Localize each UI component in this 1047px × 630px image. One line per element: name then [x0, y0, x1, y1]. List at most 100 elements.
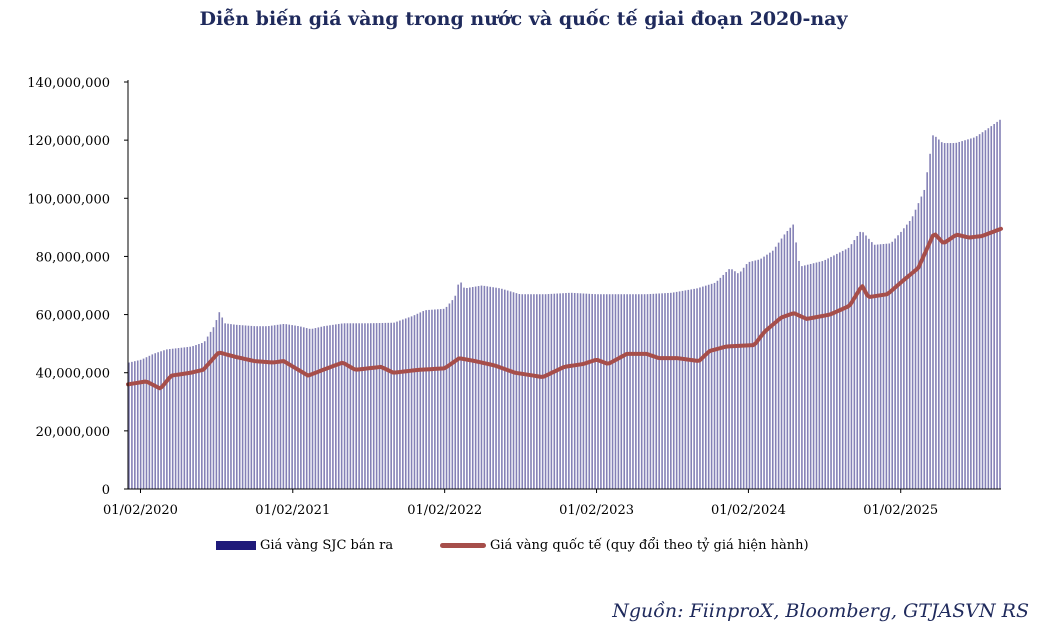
sjc-bar	[905, 224, 908, 489]
sjc-bar	[594, 294, 596, 489]
sjc-bar	[879, 244, 882, 489]
sjc-bar	[833, 255, 835, 489]
sjc-bar	[131, 361, 133, 489]
sjc-bar	[480, 285, 483, 489]
sjc-bar	[524, 294, 526, 489]
sjc-bar	[506, 290, 509, 489]
sjc-bar	[821, 261, 824, 489]
sjc-bar	[783, 234, 786, 489]
sjc-bar	[900, 231, 902, 489]
sjc-bar	[943, 143, 946, 490]
sjc-bar	[262, 326, 264, 489]
sjc-bar	[425, 310, 427, 489]
sjc-bar	[454, 295, 457, 489]
sjc-bar	[836, 253, 838, 489]
sjc-bar	[530, 294, 532, 489]
sjc-bar	[742, 267, 745, 489]
sjc-bar	[439, 309, 442, 489]
sjc-bar	[335, 324, 337, 489]
sjc-bar	[142, 358, 145, 489]
chart-title: Diễn biến giá vàng trong nước và quốc tế…	[199, 8, 848, 30]
sjc-bar	[635, 294, 637, 489]
sjc-bar	[434, 309, 436, 489]
sjc-bar	[981, 132, 984, 489]
sjc-bar	[795, 242, 797, 489]
sjc-bar	[308, 328, 311, 489]
sjc-bar	[643, 294, 646, 489]
sjc-bar	[923, 189, 926, 489]
sjc-bar	[212, 327, 215, 489]
sjc-bar	[999, 119, 1001, 489]
sjc-bar	[282, 324, 285, 489]
sjc-bar	[233, 324, 235, 489]
sjc-bar	[734, 271, 736, 489]
sjc-bar	[565, 293, 567, 489]
sjc-bar	[320, 326, 323, 489]
sjc-bar	[195, 345, 197, 489]
sjc-bar	[192, 346, 194, 489]
legend-item-sjc: Giá vàng SJC bán ra	[216, 538, 393, 553]
sjc-bar	[792, 224, 794, 490]
sjc-bar	[559, 293, 561, 489]
sjc-bar	[693, 288, 695, 489]
sjc-bar	[806, 264, 809, 489]
sjc-bar	[617, 294, 620, 489]
sjc-bar	[422, 311, 425, 489]
x-tick-label: 01/02/2023	[559, 503, 634, 518]
sjc-bar	[748, 261, 751, 489]
sjc-bar	[603, 294, 605, 489]
sjc-bar	[903, 228, 905, 489]
sjc-bar	[809, 263, 812, 489]
sjc-bar	[238, 325, 241, 489]
y-tick-label: 100,000,000	[27, 192, 110, 207]
sjc-bar	[253, 326, 256, 489]
sjc-bar	[244, 325, 247, 489]
sjc-bar	[818, 261, 821, 489]
sjc-bar	[256, 326, 258, 489]
sjc-bar	[873, 244, 876, 489]
sjc-bar	[501, 288, 503, 489]
sjc-bar	[323, 326, 325, 489]
y-tick-label: 140,000,000	[27, 76, 110, 91]
sjc-bars-group	[128, 119, 1001, 490]
sjc-bar	[827, 258, 829, 489]
sjc-bar	[372, 323, 375, 489]
sjc-bar	[955, 142, 958, 489]
sjc-bar	[658, 293, 660, 489]
sjc-bar	[536, 294, 538, 489]
sjc-bar	[576, 293, 579, 489]
sjc-bar	[754, 260, 757, 489]
sjc-bar	[699, 287, 701, 489]
sjc-bar	[168, 349, 171, 489]
sjc-bar	[166, 349, 168, 489]
sjc-bar	[608, 294, 611, 489]
source-note: Nguồn: FiinproX, Bloomberg, GTJASVN RS	[612, 600, 1029, 622]
sjc-bar	[407, 317, 410, 489]
sjc-bar	[276, 324, 279, 489]
sjc-bar	[672, 292, 675, 489]
sjc-bar	[515, 293, 518, 489]
sjc-bar	[975, 136, 978, 489]
sjc-bar	[533, 294, 535, 489]
sjc-bar	[990, 126, 993, 490]
sjc-bar	[964, 140, 966, 490]
sjc-bar	[466, 288, 468, 489]
y-tick-label: 40,000,000	[36, 367, 110, 382]
sjc-bar	[206, 336, 209, 489]
sjc-bar	[911, 216, 914, 490]
sjc-bar	[273, 325, 276, 489]
sjc-bar	[393, 322, 395, 489]
sjc-bar	[786, 230, 789, 490]
sjc-bar	[859, 231, 861, 489]
sjc-bar	[637, 294, 640, 489]
sjc-bar	[209, 331, 212, 489]
sjc-bar	[378, 323, 381, 489]
sjc-bar	[492, 287, 494, 489]
sjc-bar	[987, 128, 990, 490]
legend-label-sjc: Giá vàng SJC bán ra	[260, 538, 394, 553]
sjc-bar	[972, 137, 975, 489]
sjc-bar	[375, 323, 378, 489]
sjc-bar	[445, 306, 448, 489]
sjc-bar	[349, 323, 352, 489]
sjc-bar	[259, 326, 261, 489]
